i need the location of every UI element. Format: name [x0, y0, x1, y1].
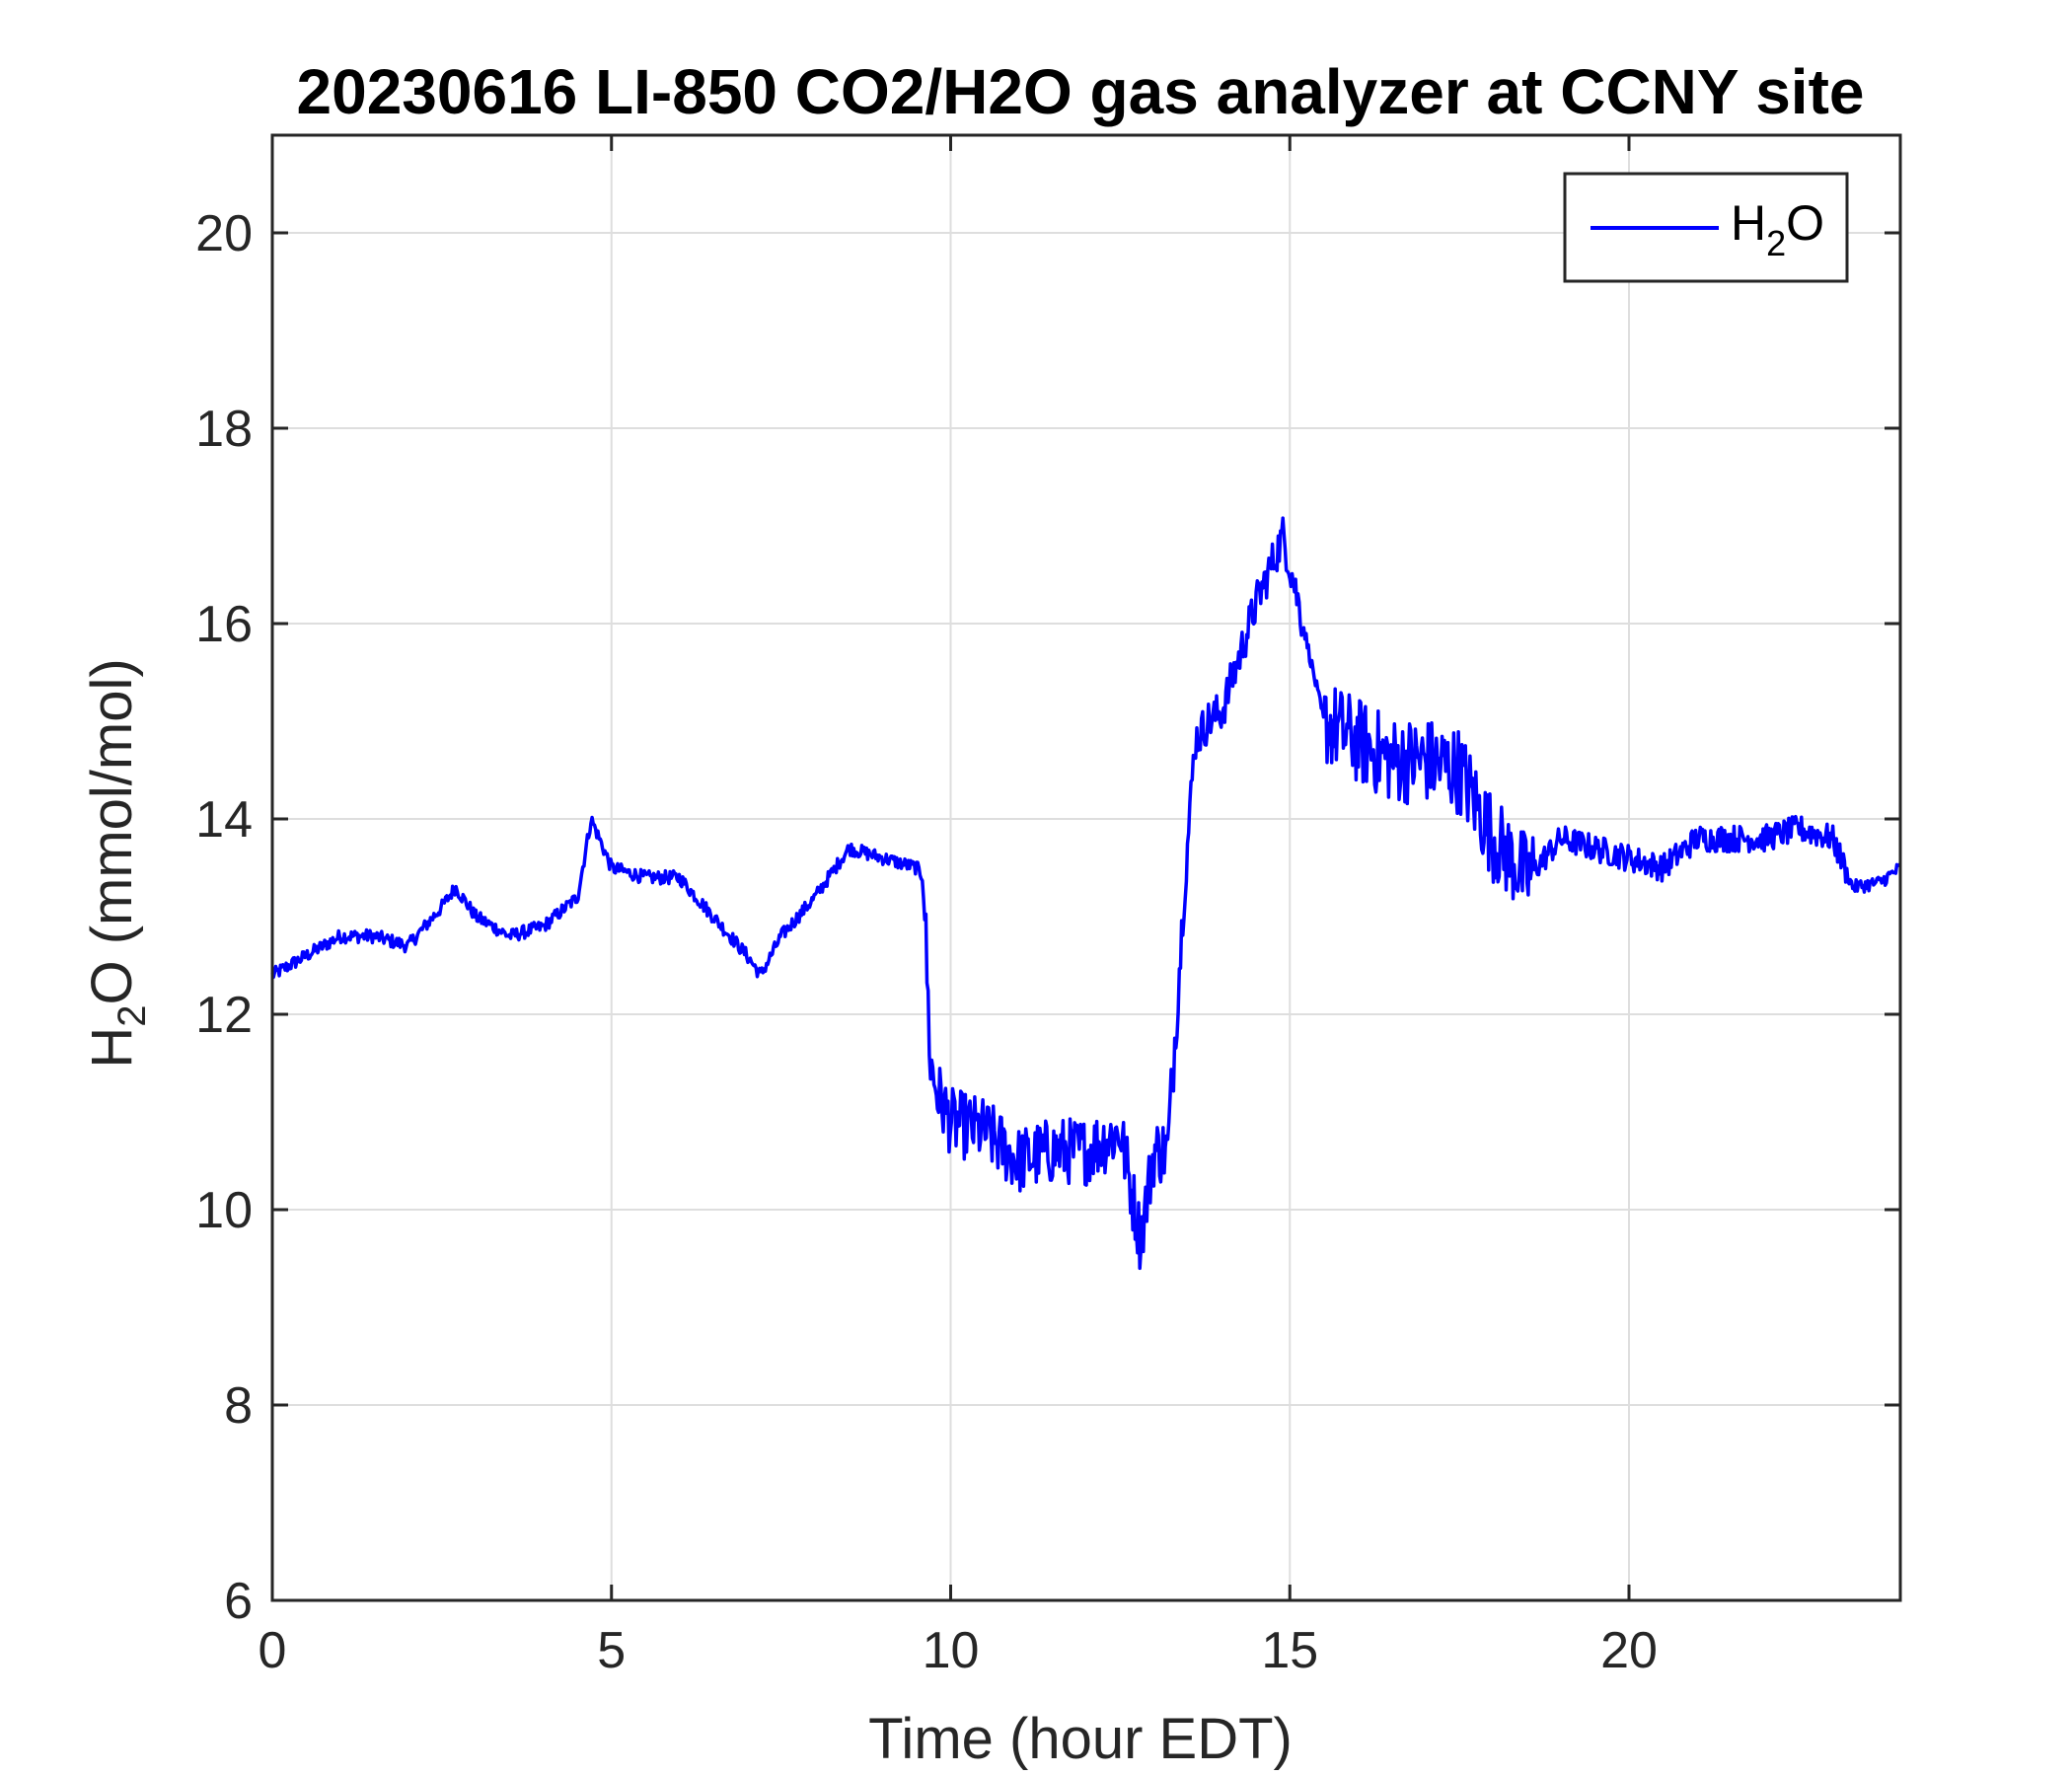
series-line-h2o — [270, 516, 1902, 1271]
x-tick-label: 20 — [1600, 1622, 1658, 1679]
y-axis-label-rest: O (mmol/mol) — [80, 658, 144, 1004]
legend: H2O — [1563, 172, 1849, 283]
x-tick-label: 15 — [1261, 1622, 1318, 1679]
y-axis-label-subscript: 2 — [111, 1005, 154, 1027]
y-tick-label: 8 — [224, 1377, 253, 1435]
legend-entry: H2O — [1731, 195, 1824, 263]
y-tick-label: 16 — [195, 596, 253, 653]
y-tick-label: 20 — [195, 205, 253, 262]
y-tick-label: 10 — [195, 1182, 253, 1239]
y-tick-label: 6 — [224, 1573, 253, 1630]
legend-entry-rest: O — [1786, 195, 1824, 251]
x-axis-label: Time (hour EDT) — [868, 1707, 1293, 1771]
y-tick-label: 18 — [195, 401, 253, 458]
y-axis-label-main: H — [80, 1027, 144, 1069]
x-tick-label: 0 — [259, 1622, 287, 1679]
x-tick-label: 5 — [597, 1622, 626, 1679]
legend-entry-main: H — [1731, 195, 1766, 251]
ticks: 0 5 10 15 20 6 8 10 12 14 16 18 20 — [195, 135, 1900, 1679]
y-axis-label: H2O (mmol/mol) — [80, 658, 154, 1068]
y-tick-label: 14 — [195, 791, 253, 849]
x-tick-label: 10 — [923, 1622, 980, 1679]
legend-entry-subscript: 2 — [1766, 223, 1786, 263]
plot-frame — [270, 133, 1902, 1602]
data-layer — [270, 516, 1902, 1271]
y-tick-label: 12 — [195, 987, 253, 1044]
axes — [270, 133, 1902, 1602]
chart-title: 20230616 LI-850 CO2/H2O gas analyzer at … — [297, 56, 1865, 127]
